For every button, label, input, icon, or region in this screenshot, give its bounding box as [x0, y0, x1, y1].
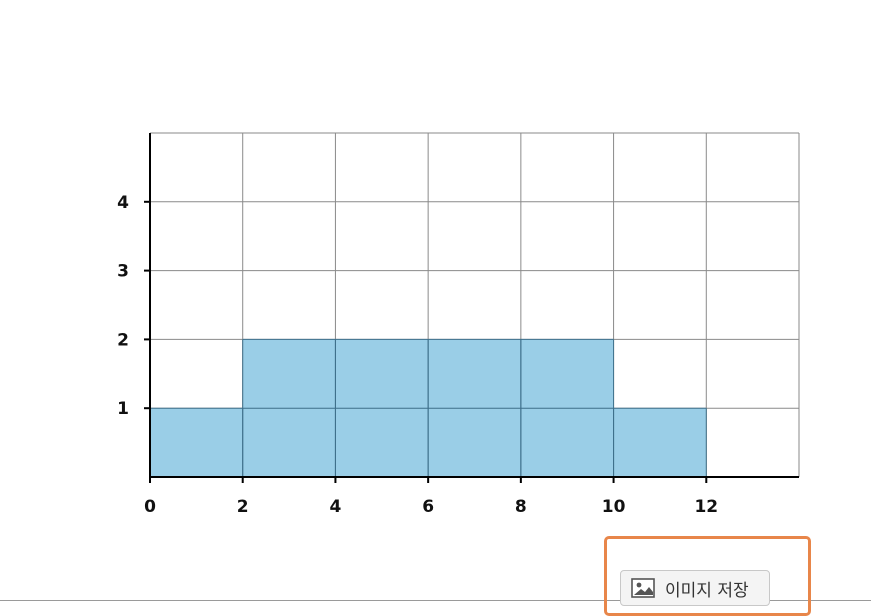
save-image-label: 이미지 저장 — [665, 580, 749, 601]
histogram-bar — [150, 408, 243, 477]
x-tick-labels: 0 2 4 6 8 10 12 — [144, 477, 718, 517]
image-icon — [631, 578, 655, 598]
y-tick-label: 2 — [117, 330, 129, 350]
chart-bars — [149, 338, 707, 477]
y-tick-label: 4 — [117, 193, 129, 213]
chart-axes — [149, 133, 799, 478]
page-divider — [0, 600, 871, 601]
x-tick-label: 6 — [422, 497, 434, 517]
save-image-button[interactable]: 이미지 저장 — [620, 570, 770, 606]
y-tick-label: 1 — [117, 399, 129, 419]
histogram-bar — [613, 408, 707, 477]
x-tick-label: 12 — [694, 497, 718, 517]
y-tick-label: 3 — [117, 262, 129, 282]
x-tick-label: 10 — [602, 497, 626, 517]
x-tick-label: 8 — [515, 497, 527, 517]
x-tick-label: 2 — [237, 497, 249, 517]
y-tick-labels: 1 2 3 4 — [117, 193, 150, 419]
x-tick-label: 0 — [144, 497, 156, 517]
x-tick-label: 4 — [330, 497, 342, 517]
